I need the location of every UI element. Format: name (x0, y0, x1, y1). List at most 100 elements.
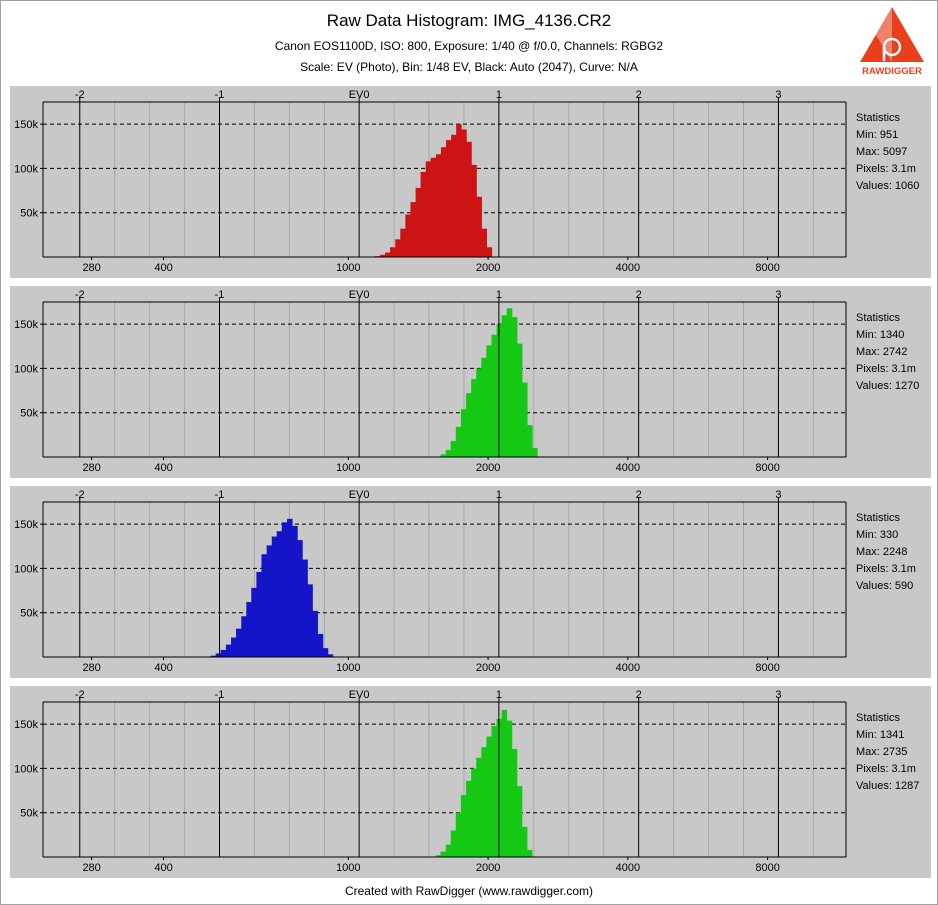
histogram-bar (501, 315, 508, 457)
y-tick-label: 50k (20, 408, 38, 420)
histogram-bar (455, 426, 462, 457)
stats-values: Values: 1270 (856, 380, 920, 392)
x-tick-label: 400 (154, 262, 172, 274)
histogram-bar (440, 851, 446, 857)
histogram-bar (471, 164, 477, 257)
ev-tick-label: -1 (215, 489, 225, 501)
histogram-bar (395, 239, 401, 257)
stats-max: Max: 2735 (856, 746, 908, 758)
histogram-bar (486, 247, 493, 257)
stats-heading: Statistics (856, 712, 901, 724)
histogram-bar (220, 649, 227, 657)
histogram-bar (271, 536, 278, 657)
histogram-panel-blue: -2 -1 EV0 1 2 3 280 400 1000 2000 4000 8000 50k 100k 1… (10, 486, 931, 678)
stats-heading: Statistics (856, 512, 901, 524)
histogram-bar (516, 343, 523, 457)
x-tick-label: 8000 (755, 262, 779, 274)
statistics-blue: Statistics Min: 330 Max: 2248 Pixels: 3.… (856, 510, 916, 595)
y-tick-label: 100k (14, 563, 38, 575)
histogram-bar (266, 545, 273, 657)
ev-tick-label: -2 (75, 89, 85, 101)
histogram-bar (466, 780, 472, 857)
histogram-bar (215, 653, 222, 657)
histogram-bar (312, 610, 318, 657)
histogram-bar (440, 454, 447, 457)
histogram-bar (521, 382, 528, 457)
ev-tick-label: 1 (496, 689, 502, 701)
histogram-bar (511, 748, 518, 857)
x-tick-label: 400 (154, 662, 172, 674)
histogram-bar (317, 633, 324, 657)
y-tick-label: 150k (14, 319, 38, 331)
stats-min: Min: 1340 (856, 329, 905, 341)
plot-area (43, 702, 846, 857)
histogram-bar (461, 129, 467, 257)
statistics-green2: Statistics Min: 1341 Max: 2735 Pixels: 3… (856, 710, 919, 795)
histogram-bar (276, 531, 283, 657)
plot-area (43, 502, 846, 657)
stats-values: Values: 1287 (856, 780, 920, 792)
histogram-bar (410, 202, 416, 257)
histogram-bar (466, 141, 472, 257)
stats-max: Max: 2248 (856, 546, 908, 558)
ev-tick-label: EV0 (349, 289, 370, 301)
histogram-bar (486, 736, 492, 857)
histogram-bar (415, 187, 422, 257)
x-tick-label: 1000 (336, 662, 360, 674)
rawdigger-logo: RAWDIGGER (860, 7, 924, 77)
stats-pixels: Pixels: 3.1m (856, 163, 916, 175)
histogram-bar (460, 409, 467, 457)
camera-info: Canon EOS1100D, ISO: 800, Exposure: 1/40… (274, 39, 664, 53)
histogram-bar (481, 228, 487, 257)
histogram-bar (451, 134, 457, 257)
histogram-bar (445, 844, 452, 857)
x-tick-label: 1000 (336, 862, 360, 874)
x-tick-label: 4000 (616, 262, 640, 274)
histogram-bar (521, 826, 528, 857)
histogram-bar (481, 357, 487, 457)
histogram-bar (440, 147, 447, 257)
x-tick-label: 2000 (476, 262, 500, 274)
plot-area (43, 302, 846, 457)
footer-credit: Created with RawDigger (www.rawdigger.co… (344, 884, 594, 898)
stats-values: Values: 1060 (856, 180, 920, 192)
stats-max: Max: 5097 (856, 146, 908, 158)
histogram-bar (527, 849, 533, 857)
histogram-bar (281, 522, 288, 657)
ev-tick-label: 2 (636, 489, 642, 501)
histogram-green2: -2 -1 EV0 1 2 3 280 400 1000 2000 4000 8000 50k 100k 1… (14, 689, 847, 874)
histogram-bar (532, 448, 538, 457)
ev-tick-label: -2 (75, 689, 85, 701)
x-tick-label: 280 (82, 262, 100, 274)
y-tick-label: 150k (14, 719, 38, 731)
x-tick-label: 2000 (476, 662, 500, 674)
ev-tick-label: -1 (215, 289, 225, 301)
x-tick-label: 280 (82, 662, 100, 674)
x-tick-label: 4000 (616, 462, 640, 474)
histogram-bar (476, 757, 482, 857)
x-tick-label: 8000 (755, 862, 779, 874)
histogram-bar (435, 154, 442, 257)
histogram-bar (450, 441, 457, 457)
histogram-bar (456, 124, 462, 257)
ev-tick-label: -1 (215, 89, 225, 101)
histogram-red: -2 -1 EV0 1 2 3 280 400 1000 2000 4000 8000 50k 100k 1… (14, 89, 847, 274)
stats-min: Min: 951 (856, 129, 899, 141)
stats-pixels: Pixels: 3.1m (856, 563, 916, 575)
x-tick-label: 400 (154, 462, 172, 474)
report-title: Raw Data Histogram: IMG_4136.CR2 (326, 11, 612, 30)
histogram-bar (420, 171, 427, 257)
svg-text:RAWDIGGER: RAWDIGGER (862, 66, 922, 77)
ev-tick-label: 3 (775, 689, 781, 701)
histogram-bar (302, 559, 308, 657)
x-tick-label: 2000 (476, 862, 500, 874)
histogram-bar (455, 812, 462, 857)
histogram-bar (297, 540, 303, 657)
histogram-bar (390, 247, 396, 257)
ev-tick-label: EV0 (349, 489, 370, 501)
histogram-bar (471, 379, 477, 457)
histogram-bar (506, 720, 513, 857)
histogram-bar (385, 252, 391, 257)
histogram-blue: -2 -1 EV0 1 2 3 280 400 1000 2000 4000 8000 50k 100k 1… (14, 489, 847, 674)
x-tick-label: 8000 (755, 662, 779, 674)
